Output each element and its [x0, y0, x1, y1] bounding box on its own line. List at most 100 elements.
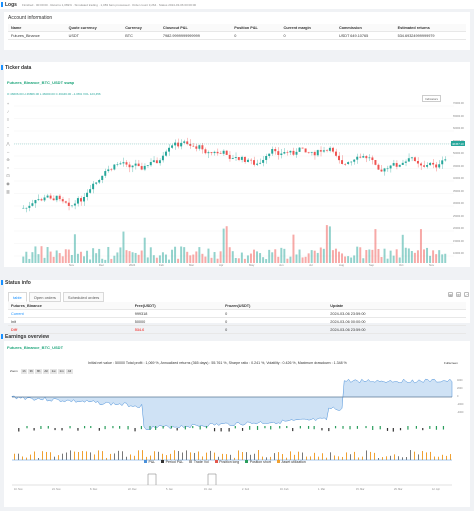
status-title: Status info [5, 280, 31, 286]
trade-vol-bar [210, 450, 211, 460]
measure-icon[interactable]: ↔ [6, 149, 10, 154]
zoom-icon[interactable]: ⊕ [6, 157, 10, 162]
candle-body [377, 164, 380, 170]
trade-vol-bar [366, 450, 367, 460]
date-tick: 19. Jan [204, 488, 213, 491]
volume-bar [52, 256, 55, 263]
candle-body [435, 164, 438, 168]
volume-bar [125, 250, 128, 263]
magnet-icon[interactable]: ∩ [6, 165, 10, 170]
candle-body [110, 169, 113, 171]
trade-vol-bar [410, 450, 411, 460]
zoom-button[interactable]: 3h [28, 368, 35, 374]
text-icon[interactable]: T [6, 133, 10, 138]
legend-item[interactable]: Position short [245, 460, 271, 464]
zoom-bar: Zoom 1h 3h 8h All 1w 1m All [10, 368, 74, 374]
candle-body [83, 196, 85, 202]
candle-body [304, 148, 307, 153]
volume-bar [283, 248, 286, 263]
candle-body [134, 163, 137, 166]
ticker-symbol[interactable]: Futures_Binance_BTC_USDT swap [7, 80, 75, 85]
volume-bar [198, 247, 201, 263]
period-pnl-mark [334, 426, 337, 429]
time-tick: Dec [99, 263, 104, 267]
pattern-icon[interactable]: ⋀ [6, 141, 10, 146]
fullscreen-icon[interactable]: ⤢ [464, 292, 469, 297]
account-table: Name Quote currency Currency Closeout P&L Po… [8, 24, 466, 40]
candle-body [341, 160, 344, 164]
volume-bar [207, 248, 210, 263]
period-pnl-mark [365, 426, 367, 429]
trade-vol-bar [350, 454, 351, 460]
date-tick: 16. Feb [280, 488, 289, 491]
earnings-chart[interactable]: 4000 2000 0 -2000 -4000 10. Nov 24. Nov 8. Dec 2… [8, 375, 470, 497]
fullscreen-button[interactable]: Fullscreen [444, 361, 458, 365]
trade-vol-bar [174, 450, 175, 460]
volume-bar [253, 249, 255, 263]
trade-vol-bar [266, 457, 267, 460]
brush-icon[interactable]: ~ [6, 125, 10, 130]
candle-body [216, 151, 219, 154]
volume-bar [201, 253, 204, 263]
legend-item[interactable]: Position long [214, 459, 240, 464]
price-axis: 70000.0065000.0060000.0055000.0050000.00… [452, 98, 470, 266]
volume-bar [213, 252, 216, 263]
zoom-button[interactable]: 1w [50, 368, 58, 374]
tab-table[interactable]: table [8, 292, 27, 302]
zoom-button[interactable]: 1h [20, 368, 28, 374]
volume-bar [146, 257, 149, 263]
zoom-button[interactable]: 8h [35, 368, 42, 374]
candle-body [331, 147, 334, 152]
candlestick-chart[interactable] [14, 98, 454, 266]
indicators-button[interactable]: Indicators [422, 95, 442, 102]
candle-body [280, 153, 283, 155]
volume-bar [177, 258, 180, 263]
table-cell: Futures_Binance [8, 31, 66, 40]
settings-icon[interactable]: ⚙ [456, 292, 461, 297]
zoom-button[interactable]: All [42, 368, 50, 374]
row-name: Diff [8, 325, 132, 334]
volume-bar [149, 247, 152, 263]
volume-bar [155, 257, 158, 263]
tab-open-orders[interactable]: Open orders [28, 292, 61, 302]
candle-body [265, 155, 268, 160]
table-row: Current 999318 0 2024-03-06 23:59:00 [8, 309, 466, 318]
volume-bar [168, 259, 170, 263]
legend-item[interactable]: P&L [144, 460, 155, 464]
period-pnl-mark [234, 426, 236, 429]
candle-body [271, 148, 274, 154]
period-pnl-mark [379, 426, 381, 430]
trash-icon[interactable]: ▥ [6, 189, 10, 194]
earnings-symbol[interactable]: Futures_Binance_BTC_USDT [7, 345, 64, 350]
period-pnl-mark [18, 428, 20, 432]
ticker-section-marker [1, 65, 3, 70]
eye-icon[interactable]: ◉ [6, 181, 10, 186]
crosshair-icon[interactable]: + [6, 101, 10, 106]
zoom-button[interactable]: 1m [58, 368, 66, 374]
period-pnl-mark [83, 426, 86, 429]
legend-item[interactable]: Asset utilization [276, 460, 306, 464]
legend-item[interactable]: Trade Vol [189, 460, 209, 464]
volume-bar [398, 257, 401, 263]
candle-body [310, 151, 313, 153]
volume-bar [119, 247, 122, 263]
fib-icon[interactable]: ≡ [6, 117, 10, 122]
table-row: Diff 534.6 0 2024-03-06 23:59:00 [8, 325, 466, 334]
trade-vol-bar [86, 451, 87, 460]
candle-body [79, 198, 82, 202]
volume-bar [164, 254, 167, 263]
trade-vol-bar [146, 456, 147, 460]
candle-body [322, 150, 325, 152]
candle-body [89, 189, 92, 193]
tab-scheduled-orders[interactable]: Scheduled orders [62, 292, 105, 302]
filter-icon[interactable]: ▤ [448, 292, 453, 297]
candle-body [407, 158, 410, 162]
legend-label: P&L [148, 459, 156, 464]
lock-icon[interactable]: ⊡ [6, 173, 10, 178]
legend-label: Position long [219, 459, 240, 464]
period-pnl-mark [292, 428, 294, 432]
volume-bar [432, 250, 435, 263]
legend-item[interactable]: Period P&L [161, 460, 183, 464]
trendline-icon[interactable]: / [7, 109, 9, 114]
zoom-button[interactable]: All [66, 368, 73, 374]
